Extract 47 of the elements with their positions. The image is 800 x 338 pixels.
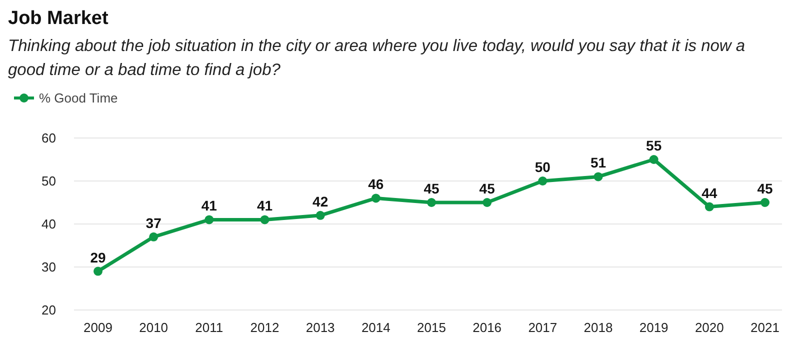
- x-tick-label: 2013: [306, 320, 335, 335]
- x-tick-label: 2016: [472, 320, 502, 335]
- data-label: 44: [702, 184, 718, 201]
- x-tick-label: 2021: [750, 320, 780, 335]
- point: [427, 198, 436, 207]
- point: [371, 194, 380, 203]
- point: [149, 232, 158, 242]
- x-tick-label: 2010: [139, 320, 168, 335]
- x-tick-label: 2009: [84, 320, 112, 335]
- data-label: 55: [646, 138, 662, 154]
- data-label: 50: [534, 159, 551, 175]
- point: [204, 215, 214, 224]
- y-tick-label: 40: [42, 216, 56, 232]
- point: [760, 198, 770, 207]
- data-label: 51: [590, 154, 606, 171]
- point: [316, 210, 325, 220]
- data-label: 41: [201, 198, 218, 214]
- x-tick-label: 2019: [639, 320, 668, 335]
- data-label: 45: [479, 180, 496, 196]
- data-label: 46: [368, 176, 384, 192]
- point: [482, 198, 492, 207]
- x-tick-label: 2017: [528, 320, 558, 335]
- data-label: 29: [90, 249, 106, 266]
- x-tick-label: 2015: [417, 320, 446, 335]
- point: [538, 176, 548, 186]
- data-label: 37: [146, 214, 162, 231]
- point: [94, 266, 102, 276]
- data-label: 41: [256, 198, 273, 214]
- data-label: 45: [757, 180, 773, 196]
- y-tick-label: 30: [42, 260, 56, 275]
- chart-subtitle: Thinking about the job situation in the city or area where you live today, would you say that it is now a good time or a bad time to find a job?: [8, 36, 746, 81]
- y-tick-label: 20: [42, 302, 56, 318]
- y-tick-label: 50: [42, 174, 56, 189]
- x-tick-label: 2011: [195, 320, 224, 335]
- x-tick-label: 2020: [694, 320, 724, 335]
- x-tick-label: 2014: [361, 320, 390, 335]
- point: [594, 172, 603, 182]
- chart-title: Job Market: [8, 8, 110, 30]
- point: [704, 202, 714, 212]
- point: [649, 155, 658, 164]
- data-label: 42: [312, 193, 328, 210]
- legend-label: % Good Time: [39, 90, 118, 106]
- x-tick-label: 2018: [584, 320, 613, 335]
- y-tick-label: 60: [42, 130, 56, 146]
- data-label: 45: [424, 180, 440, 196]
- point: [260, 215, 270, 224]
- x-tick-label: 2012: [250, 320, 280, 335]
